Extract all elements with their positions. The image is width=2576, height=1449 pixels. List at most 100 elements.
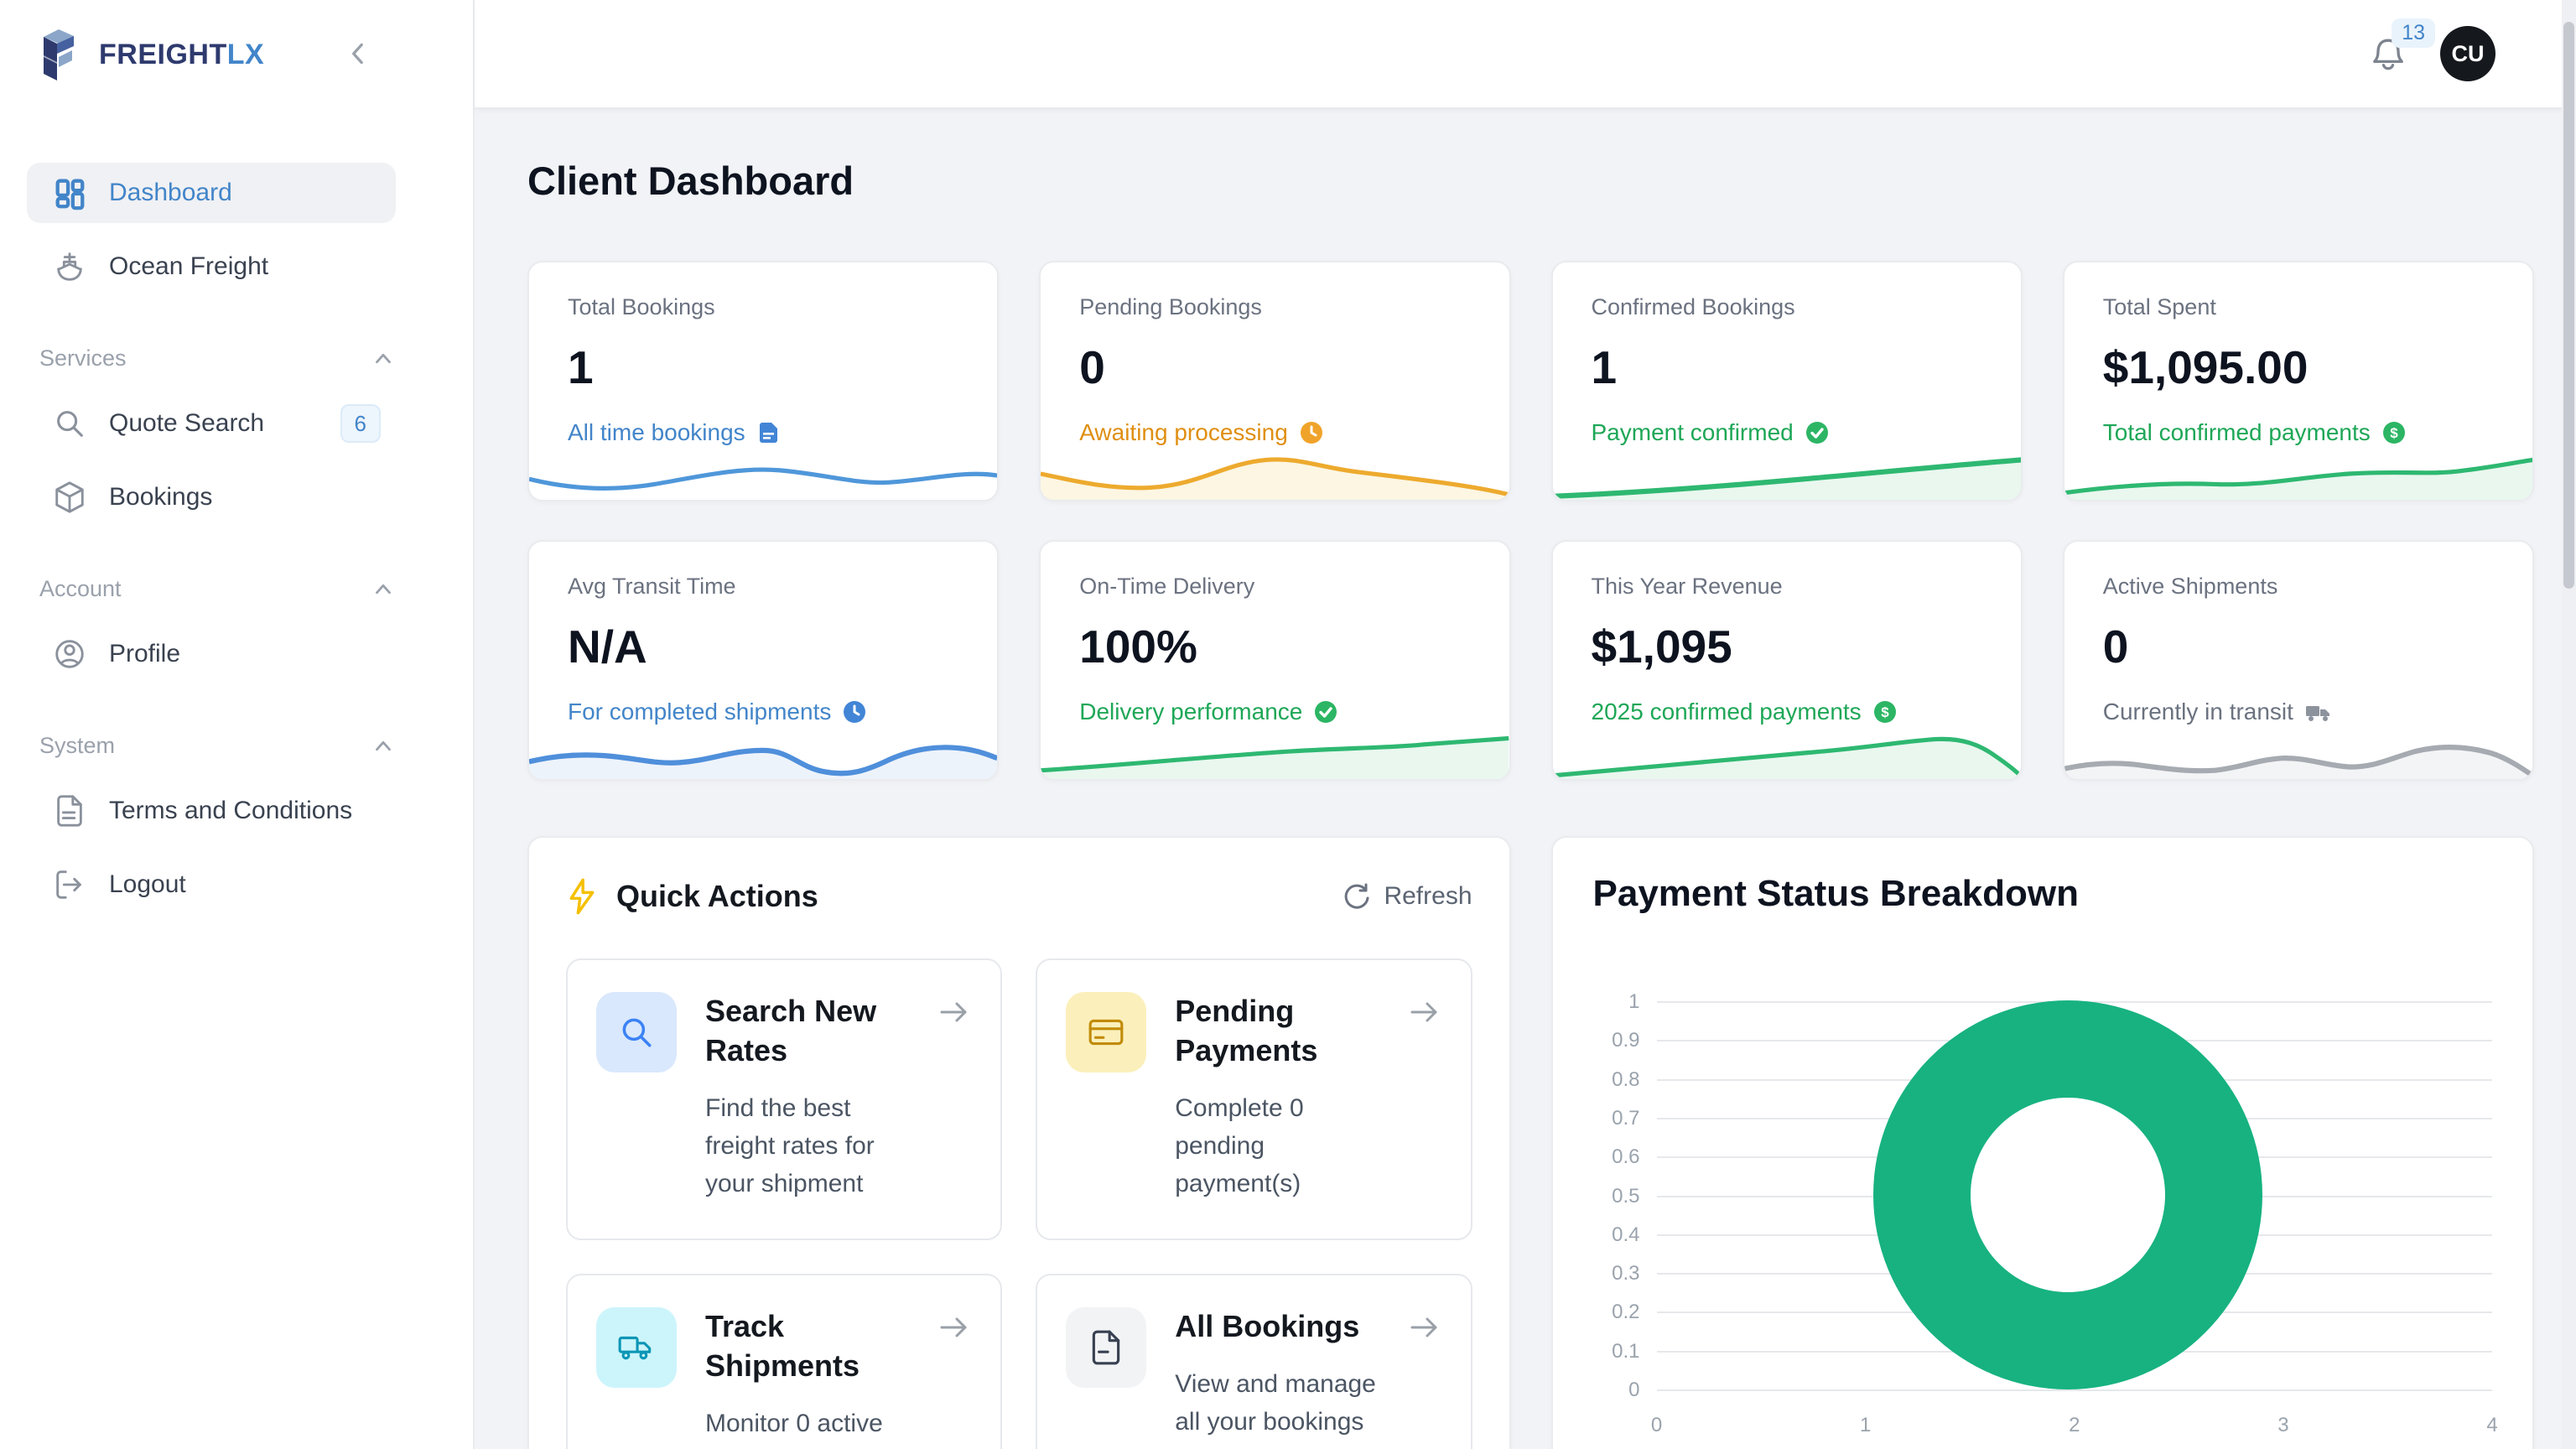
y-axis-tick: 1: [1628, 990, 1640, 1013]
sidebar-nav: Dashboard Ocean Freight Services: [0, 109, 473, 1449]
stat-sub-text: Currently in transit: [2102, 699, 2293, 724]
qa-card-body: Search New Rates Find the best freight r…: [705, 992, 972, 1207]
check-circle-icon: [1315, 701, 1337, 723]
payment-status-panel: Payment Status Breakdown 1 0.9 0.8 0.7 0.6 0.…: [1550, 836, 2534, 1449]
sidebar-collapse-icon[interactable]: [344, 37, 372, 70]
arrow-right-icon: [940, 1002, 967, 1022]
sidebar-section-services[interactable]: Services: [39, 345, 396, 371]
sidebar-item-logout[interactable]: Logout: [27, 854, 396, 915]
qa-card-track-shipments[interactable]: Track Shipments Monitor 0 active shipmen…: [566, 1274, 1003, 1449]
sparkline: [1041, 457, 1509, 500]
sidebar-item-ocean-freight[interactable]: Ocean Freight: [27, 236, 396, 297]
qa-card-desc: View and manage all your bookings: [1175, 1369, 1376, 1436]
qa-card-title: Search New Rates: [705, 994, 877, 1067]
content-area: Client Dashboard Total Bookings 1 All ti…: [475, 109, 2576, 1449]
qa-card-pending-payments[interactable]: Pending Payments Complete 0 pending paym…: [1036, 958, 1472, 1240]
qa-card-body: Pending Payments Complete 0 pending paym…: [1175, 992, 1441, 1207]
arrow-right-icon: [1410, 1317, 1436, 1337]
search-icon: [52, 406, 87, 441]
notifications-button[interactable]: 13: [2370, 18, 2435, 72]
topbar: 13 CU: [475, 0, 2576, 109]
file-text-icon: [52, 793, 87, 828]
sidebar-item-bookings[interactable]: Bookings: [27, 467, 396, 527]
stat-value: 100%: [1079, 621, 1197, 673]
stat-value: $1,095.00: [2102, 341, 2309, 393]
sidebar-header: FREIGHTLX: [0, 0, 473, 109]
qa-card-all-bookings[interactable]: All Bookings View and manage all your bo…: [1036, 1274, 1472, 1449]
stat-sub-text: All time bookings: [568, 419, 745, 445]
qa-card-title: Track Shipments: [705, 1309, 860, 1383]
stat-value: 1: [1591, 341, 1618, 393]
y-axis-tick: 0.4: [1612, 1223, 1640, 1246]
lightning-bolt-icon: [569, 878, 595, 915]
user-avatar[interactable]: CU: [2440, 26, 2496, 81]
svg-text:$: $: [1881, 704, 1889, 720]
stat-value: N/A: [568, 621, 647, 673]
sidebar-item-label: Ocean Freight: [109, 252, 269, 280]
stat-value: 0: [2102, 621, 2129, 673]
qa-card-search-new-rates[interactable]: Search New Rates Find the best freight r…: [566, 958, 1003, 1240]
svg-text:$: $: [2390, 425, 2398, 441]
stat-sub: Awaiting processing: [1079, 419, 1470, 446]
sparkline: [1041, 735, 1509, 779]
truck-icon: [596, 1307, 677, 1388]
qa-card-body: Track Shipments Monitor 0 active shipmen…: [705, 1307, 972, 1449]
y-axis-tick: 0.6: [1612, 1145, 1640, 1169]
refresh-icon: [1345, 883, 1369, 909]
sidebar-item-label: Profile: [109, 640, 181, 667]
stat-value: 1: [568, 341, 594, 393]
y-axis-tick: 0.8: [1612, 1067, 1640, 1091]
quick-actions-panel: Quick Actions Refresh: [527, 836, 1511, 1449]
qa-card-title: All Bookings: [1175, 1309, 1360, 1343]
page-title: Client Dashboard: [527, 158, 854, 203]
notification-count-badge: 13: [2392, 18, 2435, 48]
x-axis-tick: 3: [2277, 1414, 2289, 1436]
sidebar-item-quote-search[interactable]: Quote Search 6: [27, 393, 396, 454]
sparkline: [1552, 736, 2021, 779]
stat-sub: 2025 confirmed payments $: [1592, 699, 1982, 725]
search-icon: [596, 992, 677, 1072]
stat-sub-text: Delivery performance: [1079, 699, 1303, 724]
refresh-button[interactable]: Refresh: [1342, 881, 1472, 911]
stat-sub: For completed shipments: [568, 699, 958, 725]
freightlx-logo-icon: [44, 29, 74, 80]
sidebar-item-terms[interactable]: Terms and Conditions: [27, 781, 396, 841]
donut-chart: 1 0.9 0.8 0.7 0.6 0.5 0.4 0.3 0.2 0.1 0 0 1 2 3 4: [1593, 990, 2498, 1436]
quick-actions-title: Quick Actions: [616, 879, 818, 913]
y-axis-tick: 0.7: [1612, 1106, 1640, 1130]
qa-card-desc: Complete 0 pending payment(s): [1175, 1093, 1304, 1197]
dashboard-icon: [52, 175, 87, 210]
truck-icon: [2305, 706, 2329, 721]
stat-label: Total Bookings: [568, 294, 715, 319]
donut-segment-confirmed: [1872, 1000, 2262, 1389]
stat-card-total-bookings: Total Bookings 1 All time bookings: [527, 261, 1000, 501]
ship-icon: [52, 249, 87, 284]
sidebar-item-profile[interactable]: Profile: [27, 624, 396, 684]
stat-value: $1,095: [1591, 621, 1732, 673]
stat-sub-text: For completed shipments: [568, 699, 832, 724]
quick-actions-header: Quick Actions Refresh: [566, 878, 1472, 915]
stat-card-avg-transit-time: Avg Transit Time N/A For completed shipm…: [527, 540, 1000, 781]
arrow-right-icon: [940, 1317, 967, 1337]
sparkline: [2064, 745, 2532, 779]
sidebar-section-system[interactable]: System: [39, 733, 396, 759]
sidebar-item-label: Bookings: [109, 483, 213, 511]
section-label-text: Services: [39, 345, 127, 371]
refresh-label: Refresh: [1384, 882, 1472, 910]
y-axis-tick: 0.5: [1612, 1184, 1640, 1208]
stat-card-total-spent: Total Spent $1,095.00 Total confirmed pa…: [2062, 261, 2534, 501]
stat-card-on-time-delivery: On-Time Delivery 100% Delivery performan…: [1039, 540, 1511, 781]
x-axis-tick: 2: [2069, 1414, 2080, 1436]
sidebar-item-dashboard[interactable]: Dashboard: [27, 163, 396, 223]
sparkline: [1552, 457, 2021, 500]
document-icon: [759, 423, 777, 443]
chevron-up-icon: [376, 740, 391, 750]
stat-label: Avg Transit Time: [568, 574, 736, 599]
section-label-text: System: [39, 733, 116, 758]
chevron-up-icon: [376, 584, 391, 594]
x-axis-tick: 4: [2486, 1414, 2498, 1436]
stat-label: Confirmed Bookings: [1591, 294, 1795, 319]
sidebar-section-account[interactable]: Account: [39, 576, 396, 602]
stat-card-active-shipments: Active Shipments 0 Currently in transit: [2062, 540, 2534, 781]
scrollbar-thumb[interactable]: [2563, 22, 2574, 589]
